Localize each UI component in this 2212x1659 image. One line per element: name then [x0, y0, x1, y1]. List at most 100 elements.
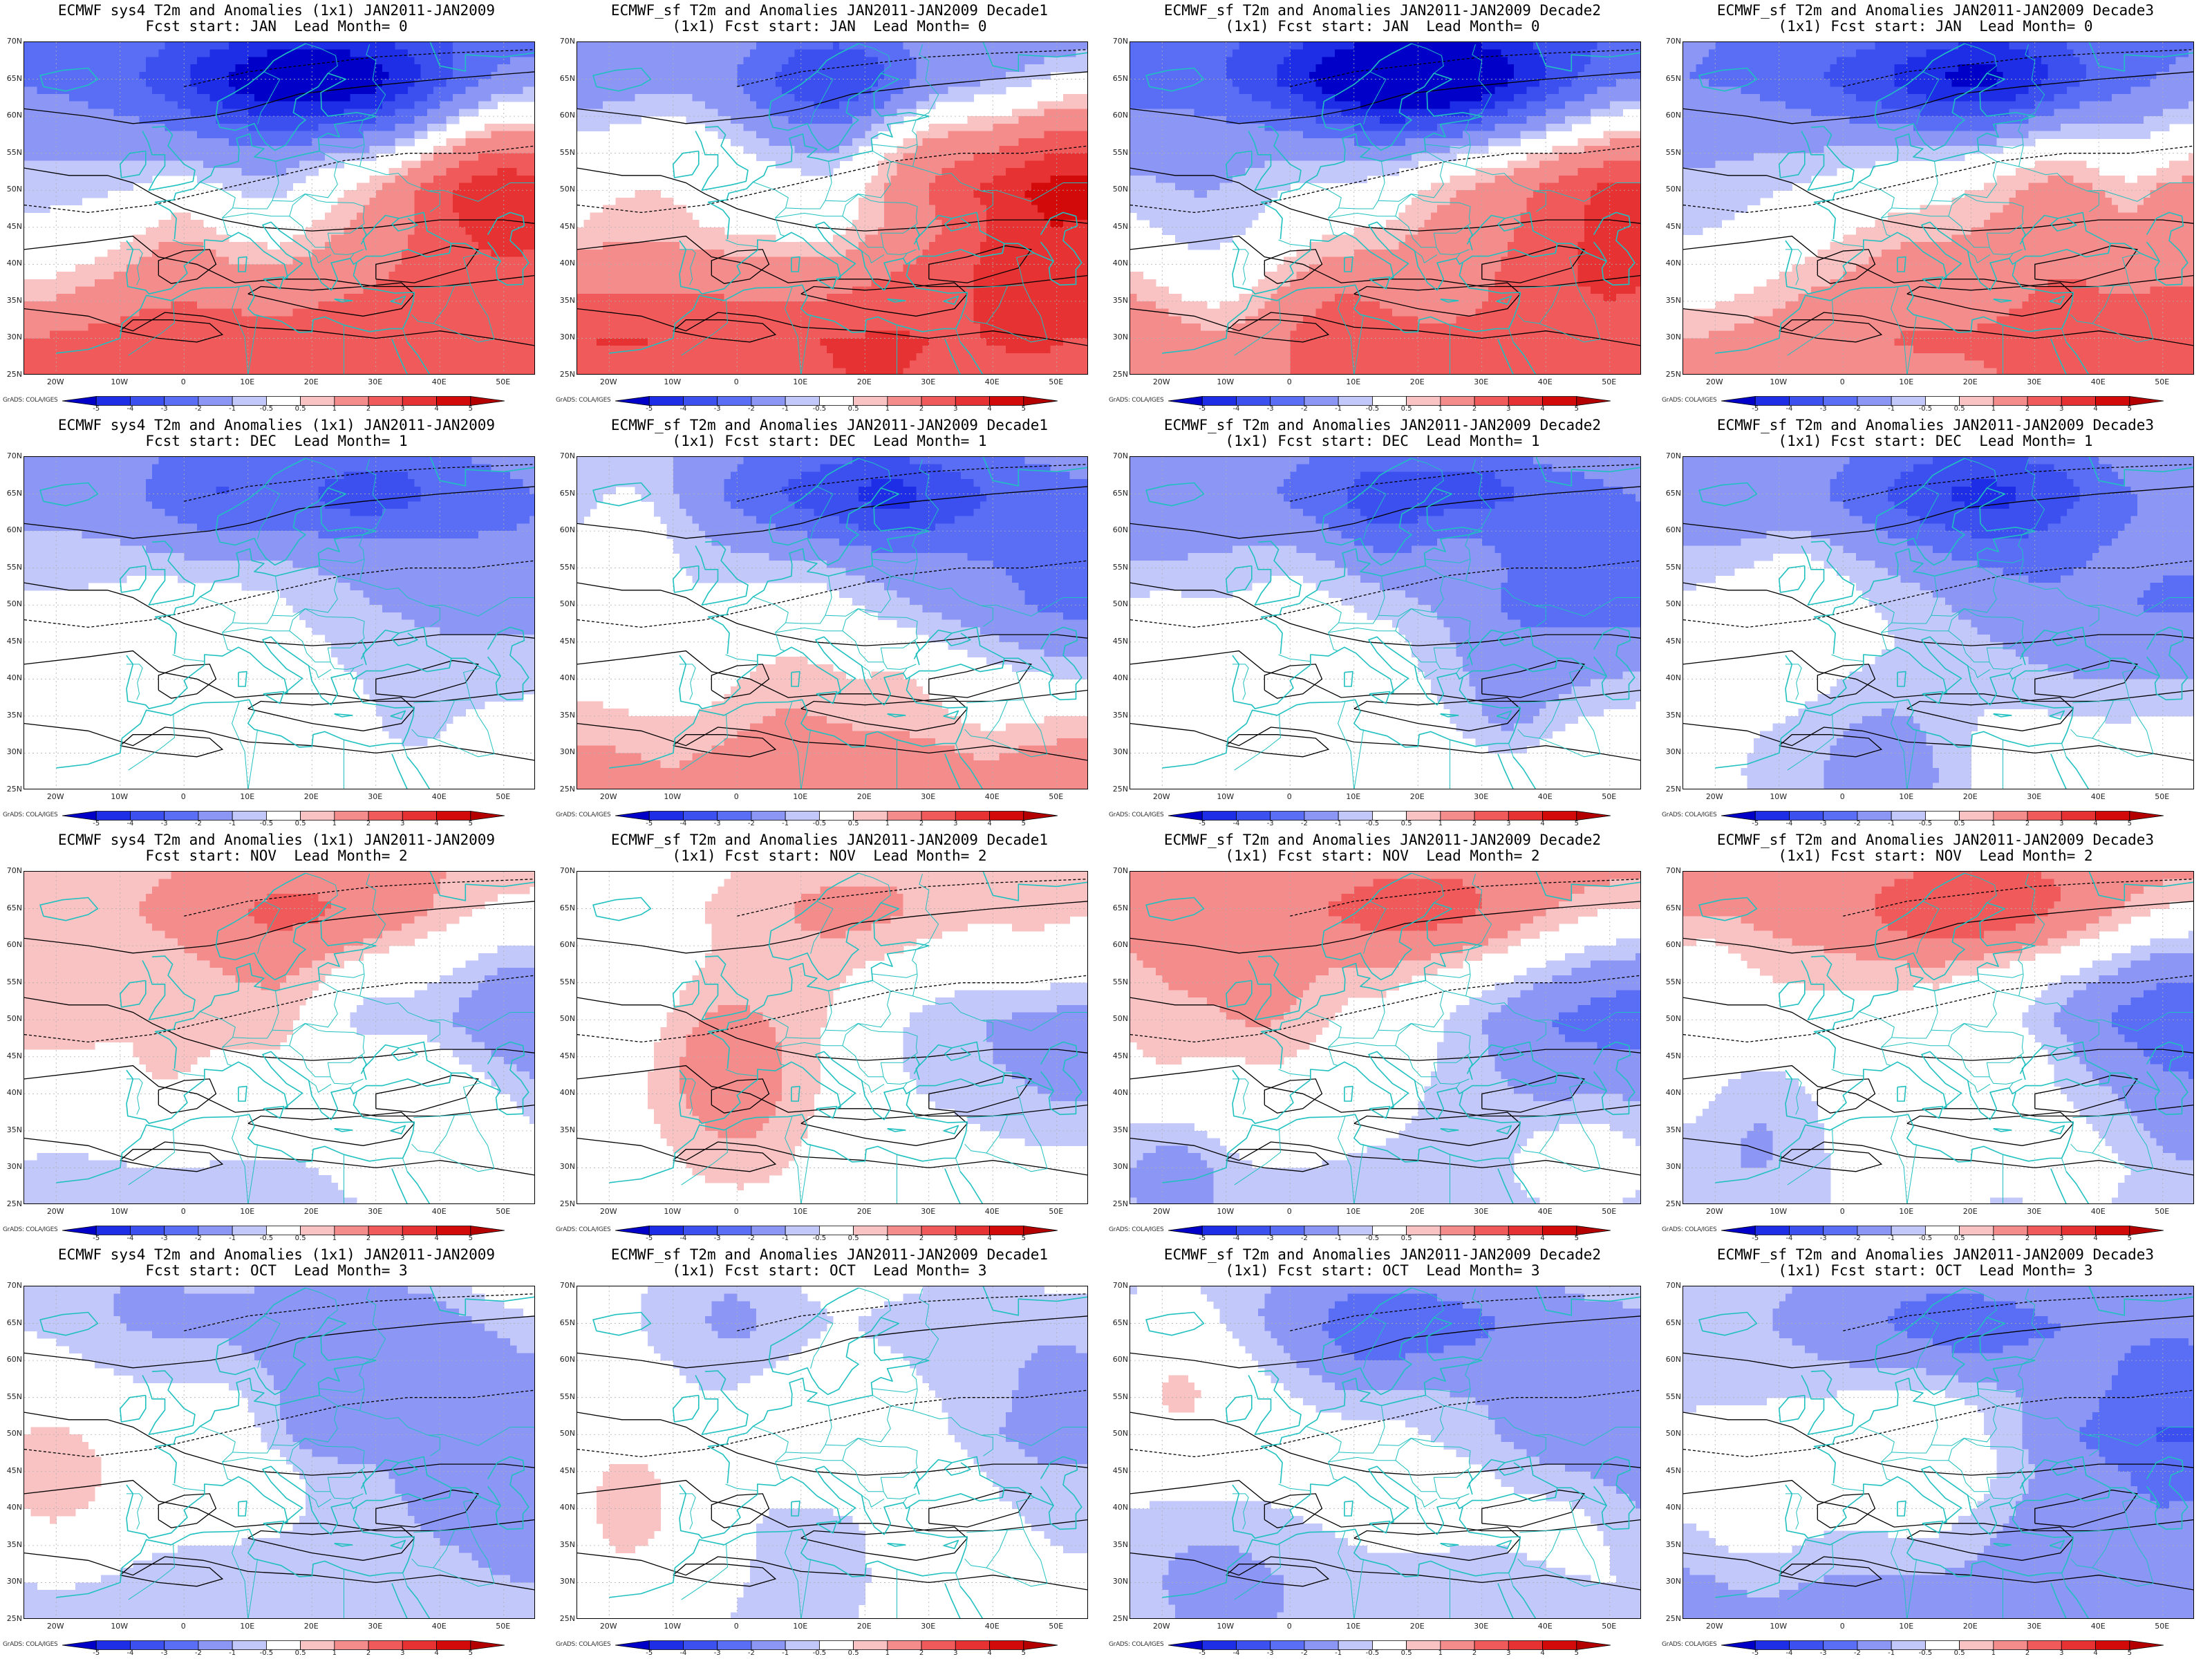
anomaly-cell: [299, 146, 306, 154]
anomaly-cell: [357, 205, 364, 213]
anomaly-cell: [286, 153, 294, 162]
anomaly-cell: [75, 71, 82, 80]
anomaly-cell: [414, 316, 422, 324]
anomaly-cell: [775, 153, 782, 162]
anomaly-cell: [82, 330, 89, 339]
anomaly-cell: [485, 79, 491, 87]
anomaly-cell: [478, 286, 485, 294]
anomaly-cell: [126, 279, 133, 288]
anomaly-cell: [928, 94, 936, 102]
anomaly-cell: [312, 101, 319, 110]
anomaly-cell: [222, 286, 229, 294]
anomaly-cell: [37, 279, 44, 288]
anomaly-cell: [68, 294, 76, 302]
anomaly-cell: [139, 324, 147, 332]
anomaly-cell: [503, 368, 511, 374]
anomaly-cell: [993, 212, 1000, 221]
anomaly-cell: [126, 360, 133, 368]
anomaly-cell: [369, 109, 377, 117]
anomaly-cell: [196, 94, 204, 102]
anomaly-cell: [446, 109, 453, 117]
anomaly-cell: [337, 324, 345, 332]
anomaly-cell: [107, 49, 115, 58]
anomaly-cell: [471, 109, 479, 117]
anomaly-cell: [324, 272, 332, 280]
anomaly-cell: [523, 360, 530, 368]
anomaly-cell: [203, 346, 210, 354]
anomaly-cell: [126, 301, 133, 310]
anomaly-cell: [973, 131, 981, 139]
anomaly-cell: [478, 205, 485, 213]
anomaly-cell: [113, 175, 121, 184]
anomaly-cell: [890, 109, 898, 117]
anomaly-cell: [577, 242, 584, 250]
anomaly-cell: [1005, 168, 1013, 176]
anomaly-cell: [133, 264, 140, 272]
anomaly-cell: [922, 205, 930, 213]
anomaly-cell: [261, 168, 268, 176]
anomaly-cell: [337, 123, 345, 132]
anomaly-cell: [331, 368, 338, 374]
anomaly-cell: [820, 57, 827, 65]
anomaly-cell: [229, 272, 236, 280]
anomaly-cell: [101, 160, 108, 169]
anomaly-cell: [583, 101, 591, 110]
anomaly-cell: [158, 153, 166, 162]
anomaly-cell: [94, 101, 102, 110]
anomaly-cell: [491, 123, 498, 132]
anomaly-cell: [88, 324, 95, 332]
anomaly-cell: [388, 94, 396, 102]
anomaly-cell: [478, 220, 485, 228]
anomaly-cell: [350, 301, 357, 310]
anomaly-cell: [775, 42, 782, 50]
anomaly-cell: [516, 57, 524, 65]
anomaly-cell: [184, 272, 191, 280]
anomaly-cell: [75, 197, 82, 206]
anomaly-cell: [583, 94, 591, 102]
anomaly-cell: [1082, 101, 1087, 110]
anomaly-cell: [37, 175, 44, 184]
anomaly-cell: [788, 138, 796, 147]
anomaly-cell: [1018, 168, 1026, 176]
anomaly-cell: [375, 346, 383, 354]
anomaly-cell: [357, 324, 364, 332]
anomaly-cell: [107, 160, 115, 169]
anomaly-cell: [209, 123, 217, 132]
anomaly-cell: [261, 79, 268, 87]
anomaly-cell: [401, 308, 409, 317]
anomaly-cell: [350, 205, 357, 213]
anomaly-cell: [171, 346, 178, 354]
anomaly-cell: [1005, 205, 1013, 213]
anomaly-cell: [190, 131, 198, 139]
anomaly-cell: [158, 109, 166, 117]
anomaly-cell: [273, 86, 281, 95]
anomaly-cell: [1056, 234, 1064, 243]
anomaly-cell: [583, 220, 591, 228]
anomaly-cell: [178, 234, 185, 243]
anomaly-cell: [37, 49, 44, 58]
anomaly-cell: [107, 353, 115, 362]
anomaly-cell: [382, 338, 389, 346]
anomaly-cell: [954, 234, 962, 243]
anomaly-cell: [807, 86, 814, 95]
anomaly-cell: [1024, 57, 1032, 65]
anomaly-cell: [209, 71, 217, 80]
anomaly-cell: [82, 279, 89, 288]
anomaly-cell: [814, 138, 821, 147]
coastline: [390, 295, 406, 305]
anomaly-cell: [292, 64, 300, 73]
anomaly-cell: [510, 360, 517, 368]
anomaly-cell: [775, 94, 782, 102]
anomaly-cell: [980, 197, 987, 206]
anomaly-cell: [331, 264, 338, 272]
anomaly-cell: [433, 64, 440, 73]
anomaly-cell: [331, 279, 338, 288]
anomaly-cell: [318, 131, 326, 139]
anomaly-cell: [1005, 197, 1013, 206]
anomaly-cell: [993, 42, 1000, 50]
anomaly-cell: [408, 279, 415, 288]
anomaly-cell: [516, 160, 524, 169]
anomaly-cell: [241, 116, 249, 124]
anomaly-cell: [158, 101, 166, 110]
anomaly-cell: [839, 79, 847, 87]
